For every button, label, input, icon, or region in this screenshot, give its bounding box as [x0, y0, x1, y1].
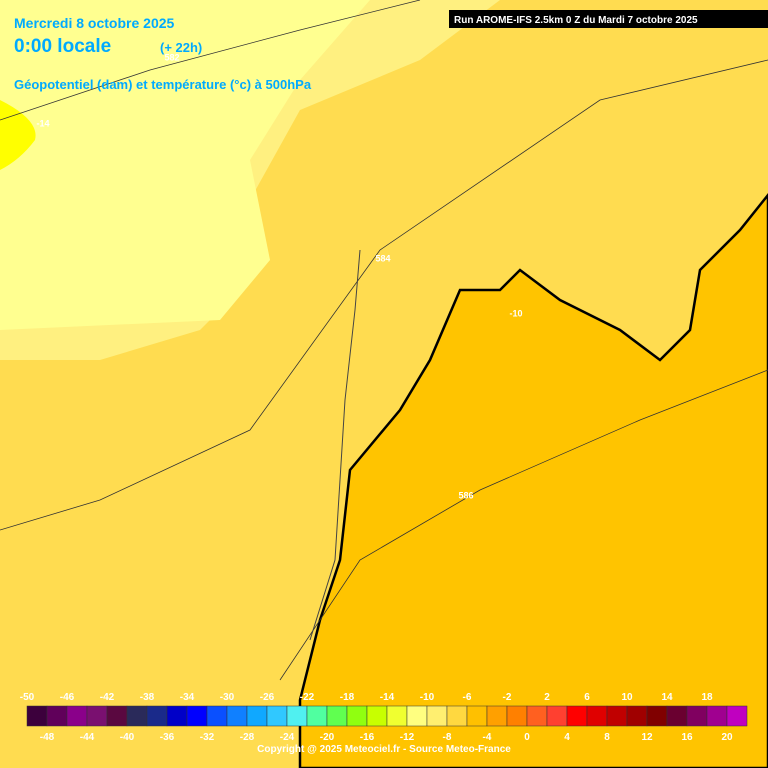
legend-label: -40 — [120, 732, 135, 743]
legend-swatch — [246, 705, 268, 727]
legend-label: -36 — [160, 732, 175, 743]
legend-swatch — [566, 705, 588, 727]
cold-core — [0, 100, 36, 170]
legend-swatch — [666, 705, 688, 727]
legend-swatch — [346, 705, 368, 727]
legend-label: -28 — [240, 732, 255, 743]
contour-label: 584 — [375, 253, 390, 263]
legend-label: -26 — [260, 692, 275, 703]
legend-label: -12 — [400, 732, 415, 743]
legend-label: 14 — [661, 692, 673, 703]
offset: (+ 22h) — [160, 40, 202, 55]
legend-swatch — [266, 705, 288, 727]
legend-swatch — [46, 705, 68, 727]
legend-label: -44 — [80, 732, 95, 743]
legend-swatch — [186, 705, 208, 727]
legend-label: -16 — [360, 732, 375, 743]
legend-swatch — [626, 705, 648, 727]
contour-label: 582 — [164, 52, 179, 62]
legend-swatch — [126, 705, 148, 727]
legend-swatch — [586, 705, 608, 727]
legend-label: 12 — [641, 732, 653, 743]
legend-swatch — [606, 705, 628, 727]
legend-swatch — [286, 705, 308, 727]
legend-label: -18 — [340, 692, 355, 703]
legend-label: 2 — [544, 692, 550, 703]
legend-swatch — [546, 705, 568, 727]
legend-swatch — [466, 705, 488, 727]
legend-label: -8 — [443, 732, 452, 743]
legend-label: -30 — [220, 692, 235, 703]
run-box — [449, 10, 768, 28]
legend-swatch — [446, 705, 468, 727]
legend-label: -42 — [100, 692, 115, 703]
legend-swatch — [366, 705, 388, 727]
legend-swatch — [206, 705, 228, 727]
legend-label: -22 — [300, 692, 315, 703]
legend-swatch — [226, 705, 248, 727]
run-info: Run AROME-IFS 2.5km 0 Z du Mardi 7 octob… — [454, 15, 698, 26]
legend-label: -34 — [180, 692, 195, 703]
legend-label: -20 — [320, 732, 335, 743]
legend-label: 18 — [701, 692, 713, 703]
legend-swatch — [526, 705, 548, 727]
legend-swatch — [326, 705, 348, 727]
copyright: Copyright @ 2025 Meteociel.fr - Source M… — [257, 744, 511, 755]
legend-label: 4 — [564, 732, 570, 743]
legend-label: -32 — [200, 732, 215, 743]
legend-swatch — [66, 705, 88, 727]
legend-label: 0 — [524, 732, 530, 743]
isohypse-586 — [279, 369, 768, 681]
legend-label: -14 — [380, 692, 395, 703]
legend-label: -2 — [503, 692, 512, 703]
legend-label: -48 — [40, 732, 55, 743]
legend-swatch — [406, 705, 428, 727]
legend-swatch — [106, 705, 128, 727]
subtitle: Géopotentiel (dam) et température (°c) à… — [14, 77, 312, 92]
legend-swatch — [306, 705, 328, 727]
legend-swatch — [166, 705, 188, 727]
legend-label: 8 — [604, 732, 610, 743]
time: 0:00 locale — [14, 36, 111, 57]
lighter-zone — [0, 0, 370, 330]
legend-swatch — [506, 705, 528, 727]
legend-swatch — [686, 705, 708, 727]
coastline — [309, 249, 361, 641]
legend-swatch — [86, 705, 108, 727]
legend-label: -6 — [463, 692, 472, 703]
legend-swatch — [706, 705, 728, 727]
contour-label: -10 — [509, 308, 522, 318]
contour-label: -14 — [36, 118, 49, 128]
legend-label: 6 — [584, 692, 590, 703]
legend-label: -4 — [483, 732, 492, 743]
legend-swatch — [386, 705, 408, 727]
legend-swatch — [486, 705, 508, 727]
legend-label: -50 — [20, 692, 35, 703]
isohypse-584 — [0, 59, 768, 531]
legend-label: -10 — [420, 692, 435, 703]
legend-swatch — [646, 705, 668, 727]
legend-swatch — [26, 705, 48, 727]
legend-label: 10 — [621, 692, 633, 703]
legend-label: -46 — [60, 692, 75, 703]
legend-swatch — [726, 705, 748, 727]
legend-swatch — [146, 705, 168, 727]
contour-label: 586 — [458, 490, 473, 500]
legend-label: -24 — [280, 732, 295, 743]
date: Mercredi 8 octobre 2025 — [14, 15, 175, 31]
legend-swatch — [426, 705, 448, 727]
legend-label: 16 — [681, 732, 693, 743]
isohypse-582 — [0, 0, 421, 121]
warm-zone — [298, 192, 768, 768]
legend-label: 20 — [721, 732, 733, 743]
legend-label: -38 — [140, 692, 155, 703]
